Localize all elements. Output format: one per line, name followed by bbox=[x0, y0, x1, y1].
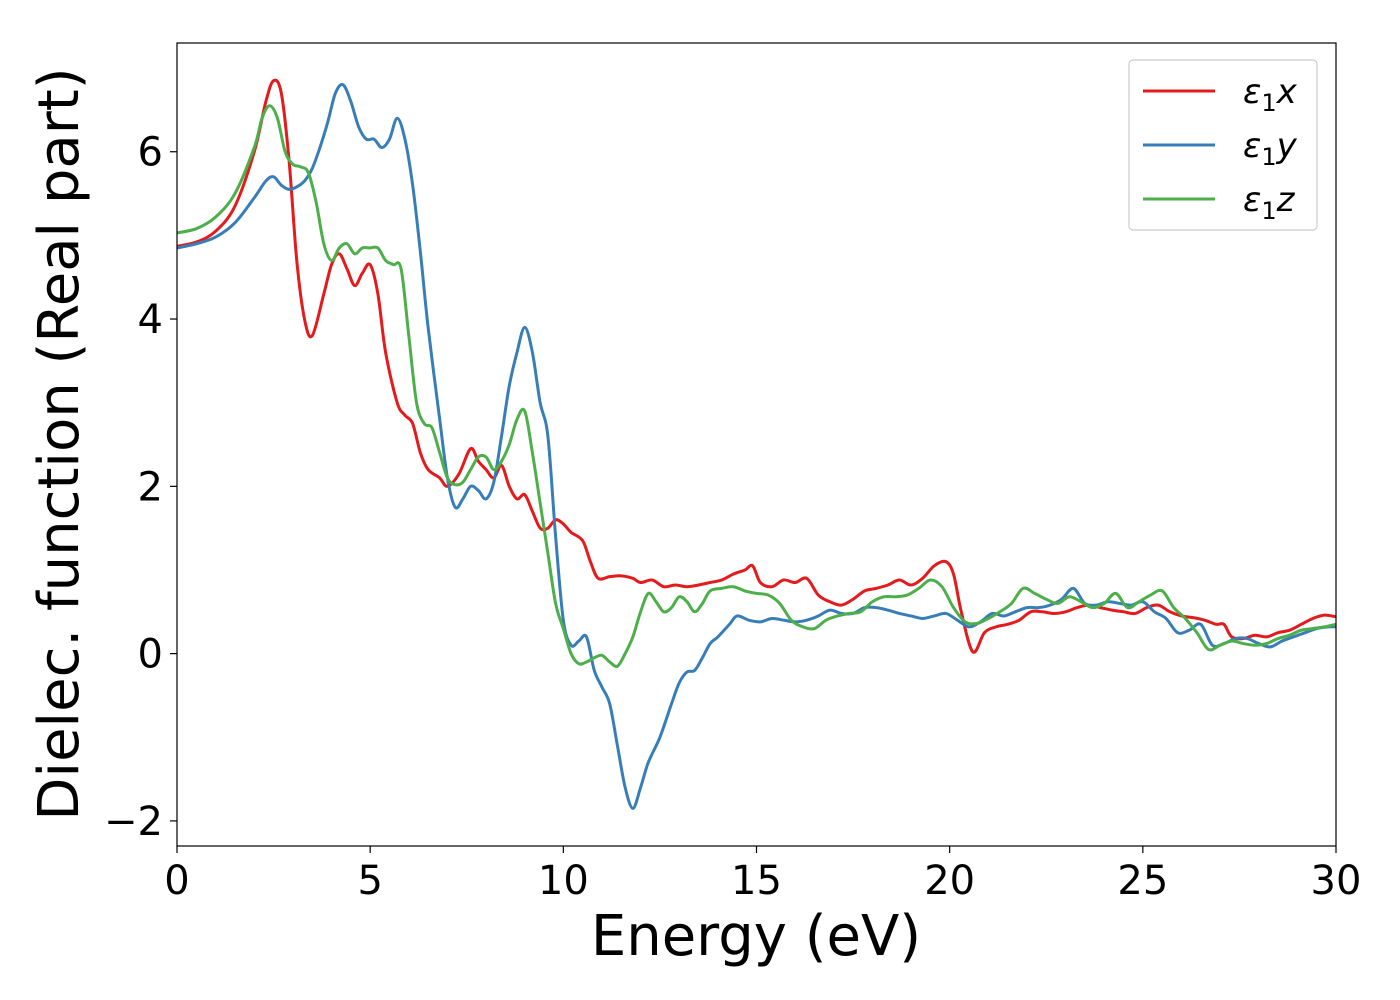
y-tick-label: −2 bbox=[104, 799, 163, 845]
legend: ε1x ε1y ε1z bbox=[1128, 59, 1318, 231]
series-line-y bbox=[177, 83, 1336, 810]
y-tick-label: 0 bbox=[138, 632, 163, 678]
legend-label-z: ε1z bbox=[1243, 180, 1296, 225]
y-axis-label: Dielec. function (Real part) bbox=[27, 67, 92, 820]
plot-area-frame bbox=[176, 42, 1337, 847]
legend-frame bbox=[1128, 59, 1318, 231]
x-tick-label: 5 bbox=[357, 858, 382, 904]
x-tick-label: 30 bbox=[1311, 858, 1362, 904]
legend-items: ε1x ε1y ε1z bbox=[1143, 72, 1298, 225]
x-axis-ticks: 0 5 10 15 20 25 30 bbox=[164, 846, 1361, 904]
series-line-z bbox=[177, 104, 1336, 668]
legend-label-x: ε1x bbox=[1243, 72, 1298, 117]
y-tick-label: 2 bbox=[138, 464, 163, 510]
x-tick-label: 0 bbox=[164, 858, 189, 904]
x-tick-label: 20 bbox=[924, 858, 975, 904]
series-line-x bbox=[177, 78, 1336, 654]
series-layer bbox=[177, 78, 1336, 810]
x-tick-label: 25 bbox=[1117, 858, 1168, 904]
x-tick-label: 15 bbox=[731, 858, 782, 904]
y-axis-ticks: −2 0 2 4 6 bbox=[104, 130, 177, 845]
x-tick-label: 10 bbox=[538, 858, 589, 904]
y-tick-label: 6 bbox=[138, 130, 163, 176]
x-axis-label: Energy (eV) bbox=[591, 904, 921, 969]
legend-label-y: ε1y bbox=[1243, 126, 1298, 171]
y-tick-label: 4 bbox=[138, 297, 163, 343]
